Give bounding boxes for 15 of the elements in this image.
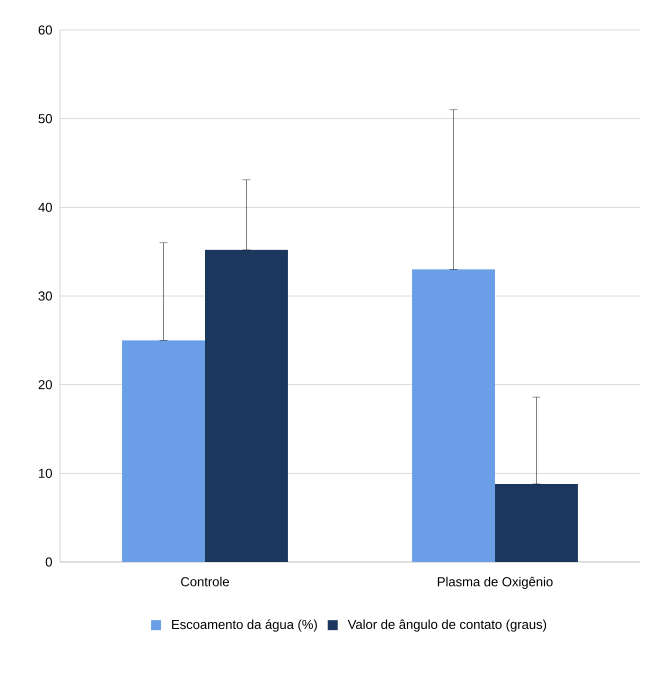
- bar: [495, 484, 578, 562]
- y-tick-label: 10: [38, 468, 52, 478]
- bar: [122, 340, 206, 562]
- legend-label: Valor de ângulo de contato (graus): [348, 619, 546, 632]
- x-tick-label: Controle: [181, 576, 229, 586]
- y-tick-label: 60: [38, 25, 52, 35]
- y-tick-label: 0: [46, 557, 52, 567]
- y-tick-label: 50: [38, 114, 52, 124]
- y-tick-label: 30: [38, 291, 52, 301]
- bar: [412, 269, 496, 562]
- bar: [205, 250, 288, 562]
- y-tick-label: 20: [38, 380, 52, 390]
- y-tick-label: 40: [38, 202, 52, 212]
- legend-label: Escoamento da água (%): [172, 619, 317, 632]
- x-tick-label: Plasma de Oxigênio: [438, 576, 553, 589]
